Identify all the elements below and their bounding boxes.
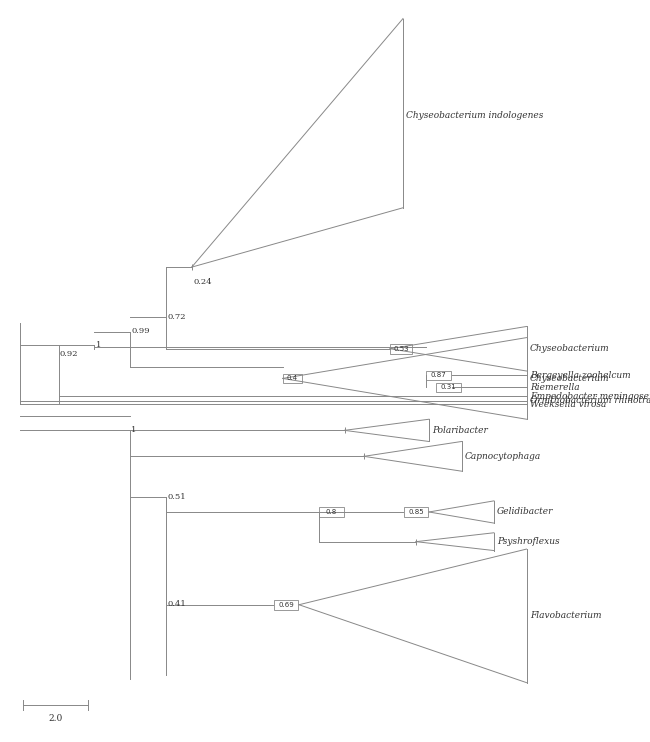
Text: 0.51: 0.51 <box>167 493 186 501</box>
Text: Gelidibacter: Gelidibacter <box>497 508 554 516</box>
Text: 0.72: 0.72 <box>167 312 185 321</box>
Text: 0.69: 0.69 <box>278 602 294 608</box>
Text: Flavobacterium: Flavobacterium <box>530 611 601 620</box>
Text: 0.53: 0.53 <box>393 346 409 352</box>
Text: Capnocytophaga: Capnocytophaga <box>465 452 541 461</box>
Text: Bergeyella zoohelcum: Bergeyella zoohelcum <box>530 371 630 380</box>
FancyBboxPatch shape <box>436 383 461 392</box>
Text: 0.24: 0.24 <box>193 278 212 286</box>
FancyBboxPatch shape <box>283 373 302 383</box>
Text: 0.92: 0.92 <box>60 349 78 358</box>
Text: Chyseobacterium indologenes: Chyseobacterium indologenes <box>406 111 543 119</box>
FancyBboxPatch shape <box>426 370 451 380</box>
Text: Riemerella: Riemerella <box>530 383 579 392</box>
Text: Chyseobacterium: Chyseobacterium <box>530 374 610 383</box>
Text: 0.99: 0.99 <box>131 327 150 335</box>
Text: 0.85: 0.85 <box>408 509 424 515</box>
Text: 1: 1 <box>131 426 136 434</box>
Text: 0.31: 0.31 <box>441 384 456 390</box>
FancyBboxPatch shape <box>404 508 428 516</box>
FancyBboxPatch shape <box>274 600 298 610</box>
Text: Ornithobacterium rhinotracheale: Ornithobacterium rhinotracheale <box>530 396 650 405</box>
Text: 0.41: 0.41 <box>167 600 186 608</box>
Text: 1: 1 <box>96 341 101 349</box>
Text: Psyshroflexus: Psyshroflexus <box>497 537 560 546</box>
Text: 0.8: 0.8 <box>326 509 337 515</box>
FancyBboxPatch shape <box>319 508 344 516</box>
FancyBboxPatch shape <box>390 344 412 353</box>
Text: Weeksella virosa: Weeksella virosa <box>530 400 606 409</box>
Text: 0.4: 0.4 <box>287 375 298 381</box>
Text: 0.87: 0.87 <box>431 372 447 378</box>
Text: Chyseobacterium: Chyseobacterium <box>530 344 610 353</box>
Text: Empedobacter meningoseptica: Empedobacter meningoseptica <box>530 392 650 401</box>
Text: Polaribacter: Polaribacter <box>432 426 488 435</box>
Text: 2.0: 2.0 <box>48 714 62 723</box>
